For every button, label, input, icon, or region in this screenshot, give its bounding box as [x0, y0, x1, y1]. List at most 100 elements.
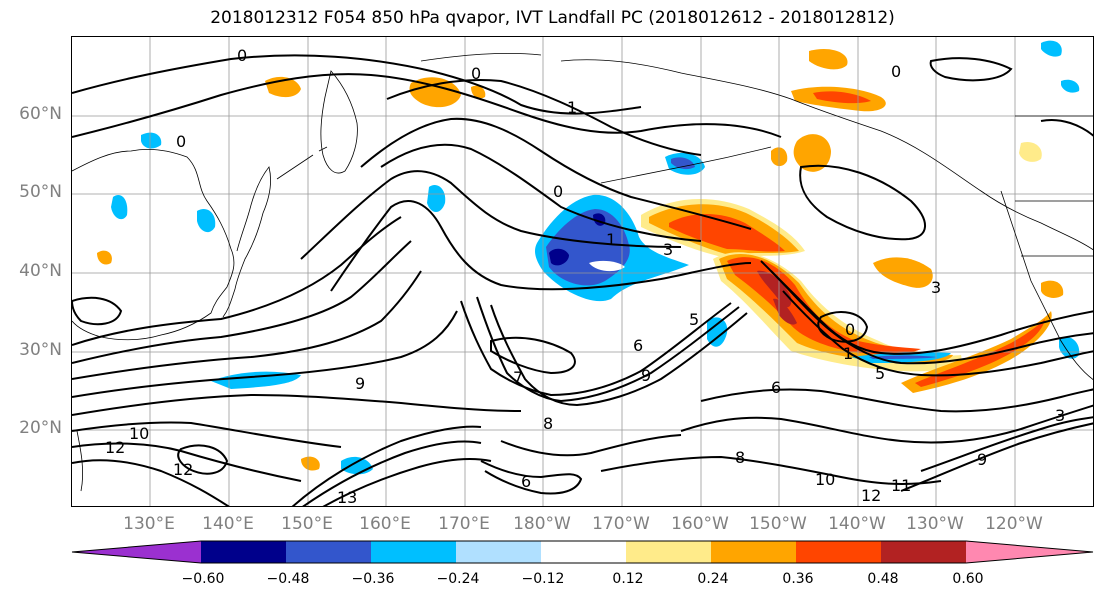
contour-label: 12 — [861, 486, 881, 505]
contour-lines — [72, 54, 1093, 506]
chukotka-coastline — [420, 52, 542, 62]
colorbar-segment — [626, 541, 711, 563]
contour-line — [330, 200, 752, 292]
lon-label-170w: 170°W — [592, 514, 650, 534]
colorbar-segment — [456, 541, 541, 563]
negative-anomaly-region — [197, 208, 216, 233]
contour-line — [322, 458, 492, 506]
positive-anomaly-region — [471, 85, 486, 99]
contour-label: 1 — [606, 230, 616, 249]
negative-anomaly-region — [869, 355, 937, 359]
contour-line — [460, 300, 732, 397]
colorbar-extend-high — [966, 541, 1093, 563]
positive-anomaly-region — [757, 270, 792, 308]
canada-border — [1015, 115, 1093, 257]
negative-anomaly-region — [427, 184, 446, 212]
contour-line — [72, 310, 458, 398]
contour-line — [1040, 119, 1093, 137]
contour-line — [360, 117, 752, 230]
contour-label: 6 — [521, 472, 531, 491]
colorbar-tick-label: −0.36 — [351, 571, 395, 587]
colorbar-tick-label: 0.36 — [782, 571, 814, 587]
contour-line — [770, 270, 1093, 365]
contour-line — [782, 290, 1093, 377]
colorbar-tick-label: 0.12 — [612, 571, 644, 587]
positive-anomaly-region — [813, 91, 871, 104]
lon-label-140e: 140°E — [202, 514, 254, 534]
negative-anomaly-region — [141, 132, 162, 149]
positive-anomaly-region — [809, 48, 848, 70]
colorbar-segment — [371, 541, 456, 563]
contour-label: 0 — [553, 182, 563, 201]
negative-anomaly-region — [1059, 336, 1080, 359]
positive-anomaly-region — [901, 311, 1052, 393]
positive-anomaly-region — [793, 134, 831, 172]
lon-label-150w: 150°W — [749, 514, 807, 534]
lon-label-130e: 130°E — [123, 514, 175, 534]
contour-label: 1 — [567, 98, 577, 117]
negative-anomaly-region — [589, 260, 625, 272]
contour-line — [72, 270, 422, 380]
contour-line — [72, 54, 642, 115]
japan-coastline — [222, 166, 271, 318]
contour-label: 6 — [633, 336, 643, 355]
colorbar-tick-label: 0.48 — [867, 571, 899, 587]
contour-label: 12 — [173, 460, 193, 479]
negative-anomaly-region — [111, 195, 128, 220]
lon-label-150e: 150°E — [281, 514, 333, 534]
negative-anomaly-region — [671, 157, 695, 170]
contour-label: 6 — [771, 378, 781, 397]
contour-line — [480, 460, 583, 495]
negative-anomaly-region — [341, 456, 373, 475]
negative-anomaly-region — [549, 248, 569, 266]
contour-label: 0 — [891, 62, 901, 81]
lon-label-120w: 120°W — [985, 514, 1043, 534]
contour-label: 11 — [891, 476, 911, 495]
contour-label: 9 — [977, 450, 987, 469]
positive-anomaly-region — [669, 214, 785, 252]
lat-label-20n: 20°N — [19, 418, 62, 438]
negative-anomaly-region — [707, 317, 728, 347]
contour-line — [680, 404, 1093, 444]
colorbar-tick-label: −0.12 — [521, 571, 565, 587]
north-america-coastline — [1000, 190, 1093, 380]
contour-line — [490, 336, 576, 375]
contour-line — [386, 78, 702, 156]
positive-anomaly-region — [301, 456, 320, 471]
lon-label-140w: 140°W — [828, 514, 886, 534]
contour-line — [380, 143, 702, 242]
lon-label-160e: 160°E — [359, 514, 411, 534]
contour-line — [291, 425, 482, 506]
coastlines — [72, 52, 1093, 492]
colorbar-tick-label: 0.60 — [952, 571, 984, 587]
contour-line — [600, 455, 942, 485]
contour-line — [490, 304, 748, 407]
colorbar-tick-label: −0.60 — [181, 571, 225, 587]
contour-line — [920, 416, 1093, 472]
contour-label: 9 — [641, 366, 651, 385]
contour-line — [817, 311, 869, 343]
positive-anomaly-region — [915, 319, 1045, 387]
contour-label: 3 — [663, 240, 673, 259]
negative-anomaly-region — [1061, 79, 1080, 93]
contour-line — [72, 459, 230, 506]
lat-label-60n: 60°N — [19, 104, 62, 124]
contour-label: 0 — [176, 132, 186, 151]
contour-line — [72, 393, 522, 416]
alaska-coastline — [560, 59, 1093, 251]
contour-label-layer: 0 0 1 0 0 1 3 6 5 9 7 9 8 10 12 12 13 6 … — [105, 46, 1065, 506]
contour-label: 10 — [815, 470, 835, 489]
map-title: 2018012312 F054 850 hPa qvapor, IVT Land… — [210, 8, 895, 28]
kuril-islands — [276, 146, 328, 180]
kamchatka-coastline — [320, 70, 358, 174]
graticule — [72, 37, 1093, 506]
contour-line — [300, 170, 682, 260]
contour-line — [72, 240, 412, 364]
colorbar-segment — [286, 541, 371, 563]
lon-label-130w: 130°W — [906, 514, 964, 534]
contour-label: 12 — [105, 438, 125, 457]
colorbar-segment — [201, 541, 286, 563]
contour-line — [760, 260, 1093, 355]
contour-line — [476, 296, 740, 403]
contour-label: 0 — [237, 46, 247, 65]
